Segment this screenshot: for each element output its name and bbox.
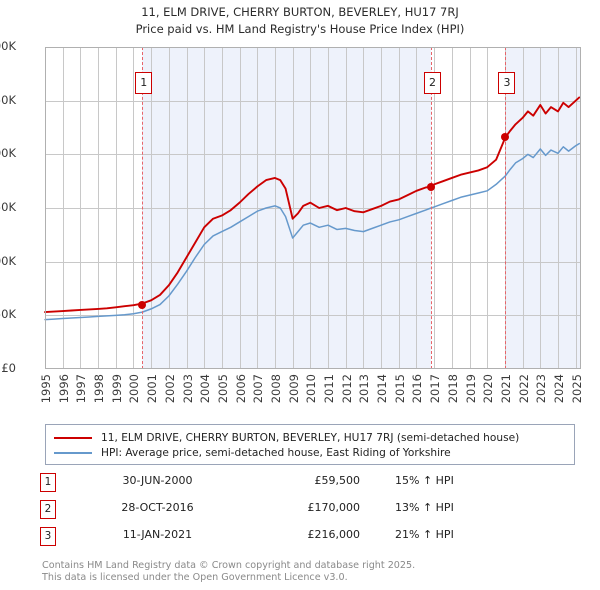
x-axis-tick-label: 2002: [162, 374, 177, 404]
row-index-badge: 1: [40, 473, 56, 492]
y-axis-tick-label: £150K: [0, 200, 16, 214]
x-axis-tick-label: 1996: [56, 374, 71, 404]
x-axis-tick-label: 2012: [339, 374, 354, 404]
row-index-badge: 3: [40, 527, 56, 546]
x-axis-tick-label: 2023: [534, 374, 549, 404]
x-axis-tick-label: 1997: [74, 374, 89, 404]
event-marker-dot: [138, 301, 147, 310]
x-axis-tick-label: 2020: [481, 374, 496, 404]
footer-line-1: Contains HM Land Registry data © Crown c…: [42, 560, 416, 571]
x-axis-tick-label: 1998: [92, 374, 107, 404]
row-date: 11-JAN-2021: [122, 528, 193, 541]
x-axis-tick-label: 2000: [127, 374, 142, 404]
x-axis-tick-label: 2018: [445, 374, 460, 404]
x-axis-tick-label: 2005: [215, 374, 230, 404]
y-axis-tick-label: £0: [1, 361, 16, 375]
row-index-badge: 2: [40, 500, 56, 519]
legend-label-property: 11, ELM DRIVE, CHERRY BURTON, BEVERLEY, …: [101, 431, 520, 444]
event-marker-dot: [426, 182, 435, 191]
y-gridline: [45, 315, 581, 317]
event-marker-line: [430, 47, 432, 369]
table-row: 2 28-OCT-2016 £170,000 13% ↑ HPI: [40, 499, 560, 526]
page-title: 11, ELM DRIVE, CHERRY BURTON, BEVERLEY, …: [141, 5, 459, 19]
x-axis-tick-label: 2010: [304, 374, 319, 404]
x-axis-tick-label: 2003: [180, 374, 195, 404]
y-gridline: [45, 208, 581, 209]
transactions-table: 1 30-JUN-2000 £59,500 15% ↑ HPI 2 28-OCT…: [40, 472, 560, 553]
y-gridline: [45, 154, 581, 156]
row-hpi-delta: 21% ↑ HPI: [395, 528, 454, 541]
event-marker-badge: 1: [135, 72, 153, 94]
x-axis-tick-label: 2024: [552, 374, 566, 404]
y-axis-tick-label: £100K: [0, 253, 16, 268]
legend-swatch-property: [54, 436, 92, 439]
x-axis-tick-label: 2019: [463, 374, 478, 404]
x-axis-tick-label: 1999: [109, 374, 124, 404]
row-date: 30-JUN-2000: [122, 474, 193, 487]
y-axis-tick-label: £250K: [0, 92, 16, 107]
y-axis-tick-label: £200K: [0, 146, 16, 161]
legend-item-hpi: HPI: Average price, semi-detached house,…: [54, 445, 566, 460]
event-marker-dot: [501, 133, 510, 142]
x-axis-tick-label: 2014: [375, 374, 390, 404]
event-marker-line: [142, 47, 144, 369]
y-axis-tick-label: £300K: [0, 39, 16, 53]
plot-area: [44, 47, 581, 369]
row-hpi-delta: 15% ↑ HPI: [395, 474, 454, 487]
x-axis-tick-label: 2011: [322, 374, 337, 404]
y-axis-tick-label: £50K: [0, 307, 16, 322]
event-marker-line: [505, 47, 507, 369]
x-axis-tick-label: 2001: [145, 374, 160, 404]
table-row: 1 30-JUN-2000 £59,500 15% ↑ HPI: [40, 472, 560, 499]
legend-swatch-hpi: [54, 451, 92, 454]
row-price: £170,000: [307, 501, 361, 514]
x-axis-tick-label: 2025: [569, 374, 584, 404]
x-axis-tick-label: 2006: [233, 374, 248, 404]
x-axis-tick-label: 2021: [498, 374, 513, 404]
x-axis-tick-label: 2004: [198, 374, 213, 404]
series-lines: [44, 96, 581, 321]
y-gridline: [45, 100, 581, 102]
property-price-line: [44, 96, 581, 314]
x-axis-tick-label: 1995: [39, 374, 53, 404]
x-axis-tick-label: 2008: [268, 374, 283, 404]
x-axis-tick-label: 2009: [286, 374, 301, 404]
event-marker-badge: 2: [423, 72, 441, 94]
event-marker-badge: 3: [498, 72, 516, 94]
chart-legend: 11, ELM DRIVE, CHERRY BURTON, BEVERLEY, …: [45, 424, 575, 465]
x-axis-tick-label: 2016: [410, 374, 425, 404]
row-price: £59,500: [314, 474, 361, 487]
row-hpi-delta: 13% ↑ HPI: [395, 501, 454, 514]
x-axis-tick-label: 2007: [251, 374, 266, 404]
x-axis-tick-label: 2022: [516, 374, 531, 404]
legend-item-property: 11, ELM DRIVE, CHERRY BURTON, BEVERLEY, …: [54, 430, 566, 445]
legend-label-hpi: HPI: Average price, semi-detached house,…: [101, 446, 451, 459]
x-axis-tick-label: 2013: [357, 374, 372, 404]
row-date: 28-OCT-2016: [121, 501, 194, 514]
x-axis-tick-label: 2017: [428, 374, 443, 404]
hpi-average-line: [44, 142, 580, 321]
table-row: 3 11-JAN-2021 £216,000 21% ↑ HPI: [40, 526, 560, 553]
x-axis-tick-label: 2015: [392, 374, 407, 404]
y-gridline: [45, 261, 581, 263]
footer-line-2: This data is licensed under the Open Gov…: [42, 572, 348, 583]
footer-attribution: Contains HM Land Registry data © Crown c…: [42, 560, 582, 584]
page-subtitle: Price paid vs. HM Land Registry's House …: [135, 22, 465, 36]
row-price: £216,000: [307, 528, 361, 541]
chart-title-block: 11, ELM DRIVE, CHERRY BURTON, BEVERLEY, …: [0, 4, 600, 38]
